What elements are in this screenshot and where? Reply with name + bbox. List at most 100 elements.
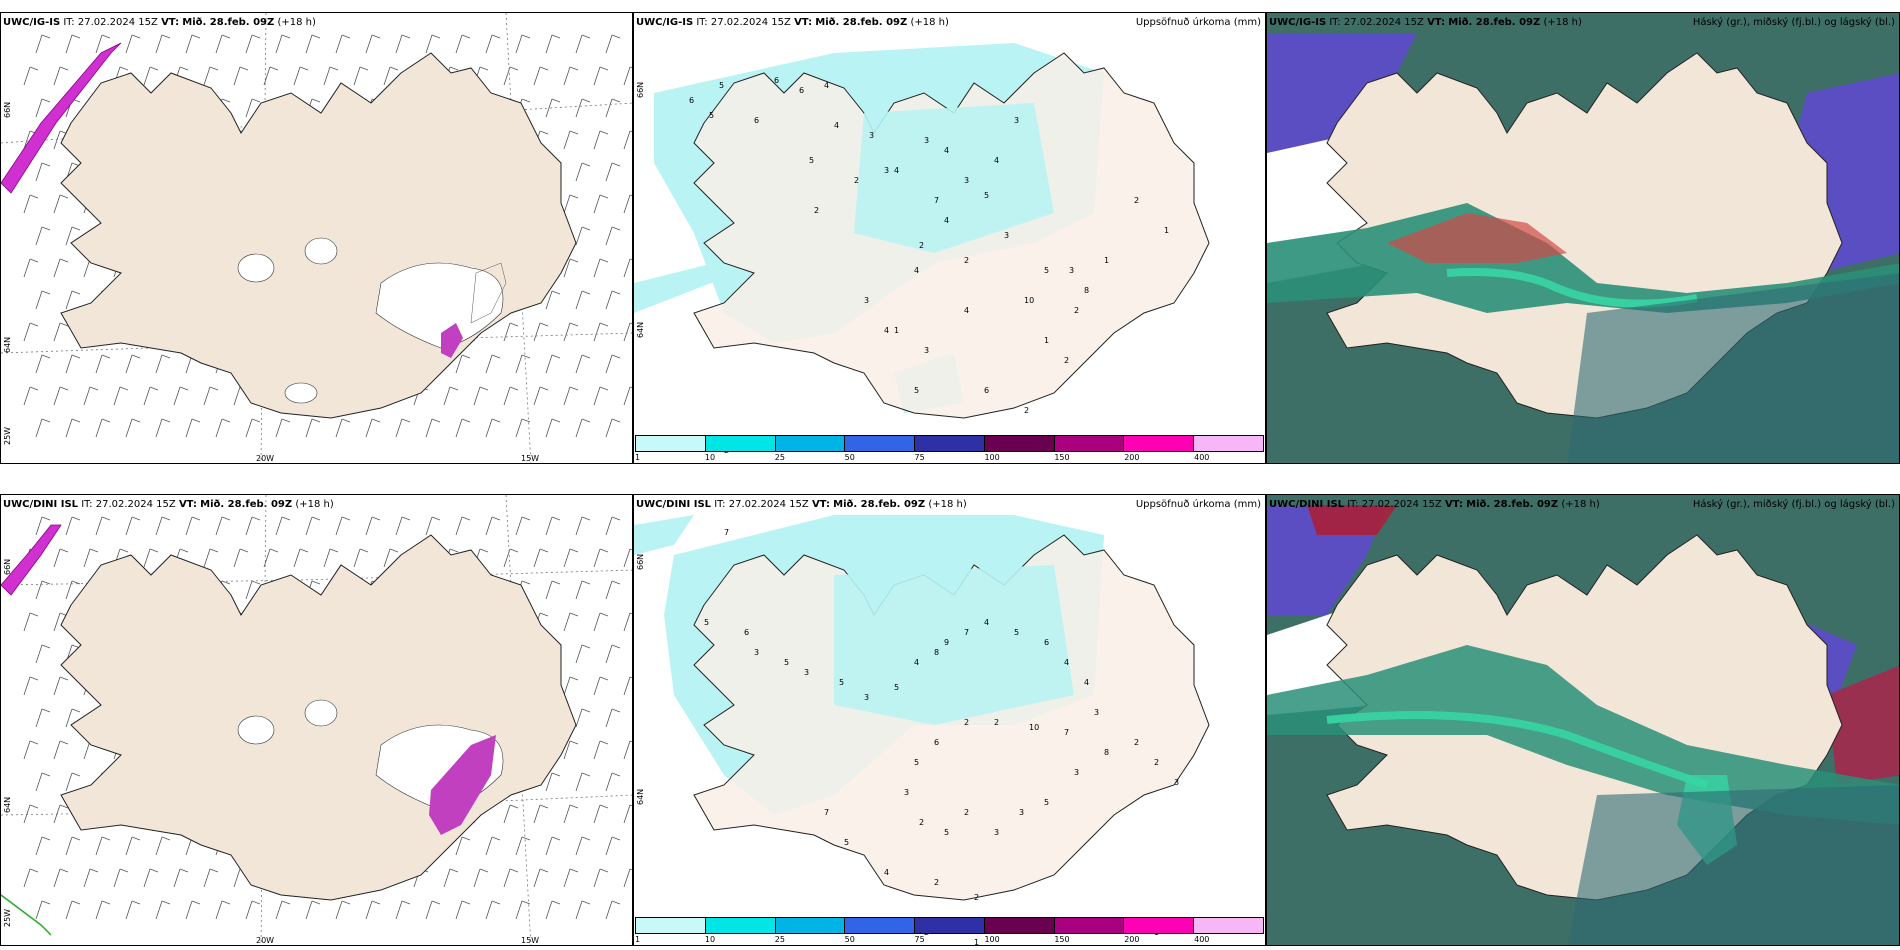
precip-value: 3 — [1014, 116, 1019, 125]
wind-barb — [623, 804, 631, 824]
wind-barb-tick — [59, 386, 69, 391]
wind-barb — [275, 900, 283, 920]
legend-swatch — [1124, 436, 1195, 451]
glacier-vatnajokull — [375, 262, 504, 349]
legend-colorbar — [635, 917, 1264, 934]
wind-barb-tick — [101, 354, 111, 359]
wind-barb-tick — [551, 418, 561, 423]
wind-barb-tick — [491, 34, 501, 39]
wind-barb — [605, 580, 613, 600]
precip-value: 4 — [1084, 678, 1089, 687]
wind-barb-tick — [509, 386, 519, 391]
wind-barb — [335, 900, 343, 920]
wind-barb-tick — [161, 900, 171, 905]
legend-swatch — [1124, 918, 1195, 933]
wind-barb — [533, 386, 541, 406]
wind-barb — [245, 516, 253, 536]
wind-barb-tick — [299, 548, 309, 553]
wind-barb — [35, 34, 43, 54]
wind-barb-tick — [581, 708, 591, 713]
vt-label: VT: — [794, 17, 813, 28]
wind-barb — [65, 900, 73, 920]
wind-barb-tick — [149, 548, 159, 553]
cloud-title: Háský (gr.), miðský (fj.bl.) og lágský (… — [1692, 17, 1895, 28]
wind-barb — [383, 548, 391, 568]
wind-barb-tick — [539, 66, 549, 71]
precip-value: 5 — [719, 81, 724, 90]
wind-barb — [503, 804, 511, 824]
wind-barb — [563, 868, 571, 888]
precip-value: 4 — [944, 146, 949, 155]
wind-barb — [215, 418, 223, 438]
wind-barb-tick — [41, 34, 51, 39]
wind-barb-tick — [251, 516, 261, 521]
lat-label-66: 66N — [3, 101, 12, 118]
wind-barb-tick — [299, 66, 309, 71]
wind-barb — [293, 548, 301, 568]
wind-barb — [545, 98, 553, 118]
wind-barb — [605, 516, 613, 536]
wind-barb — [605, 772, 613, 792]
wind-barb-tick — [449, 66, 459, 71]
precip-cell — [429, 735, 496, 835]
wind-barb-tick — [59, 740, 69, 745]
precip-value: 2 — [1134, 738, 1139, 747]
mid-cloud-northwest — [1307, 505, 1397, 535]
wind-barb — [395, 516, 403, 536]
model-name: UWC/IG-IS — [1269, 17, 1327, 28]
wind-barb-tick — [41, 580, 51, 585]
wind-barb-tick — [209, 548, 219, 553]
wind-barb-tick — [581, 98, 591, 103]
wind-barb — [23, 386, 31, 406]
wind-barb-tick — [629, 386, 632, 389]
precip-value: 4 — [1064, 658, 1069, 667]
wind-barb-tick — [29, 258, 39, 263]
wind-barb-tick — [611, 708, 621, 713]
wind-barb — [605, 162, 613, 182]
wind-barb-tick — [599, 548, 609, 553]
wind-barb — [605, 34, 613, 54]
precip-value: 6 — [754, 116, 759, 125]
wind-barb — [35, 580, 43, 600]
wind-barb — [203, 548, 211, 568]
precip-map-panel-row1: UWC/IG-IS IT: 27.02.2024 15Z VT: Mið. 28… — [633, 12, 1266, 464]
precip-value: 3 — [1004, 231, 1009, 240]
wind-barb-tick — [71, 418, 81, 423]
wind-barb-tick — [119, 386, 129, 391]
wind-barb-tick — [491, 516, 501, 521]
wind-barb-tick — [281, 900, 291, 905]
it-value: 27.02.2024 15Z — [1361, 499, 1442, 510]
wind-barb-tick — [161, 516, 171, 521]
wind-barb-tick — [539, 322, 549, 327]
wind-barb — [245, 580, 253, 600]
glacier-langjokull — [237, 715, 275, 745]
wind-barb — [245, 98, 253, 118]
vt-label: VT: — [178, 499, 197, 510]
wind-barb — [605, 900, 613, 920]
wind-barb — [533, 322, 541, 342]
iceland-landmass — [60, 52, 577, 419]
wind-barb-tick — [311, 34, 321, 39]
vt-value: Mið. 28.feb. 09Z — [182, 17, 275, 28]
legend-tick-label: 150 — [1054, 453, 1070, 462]
wind-barb-tick — [101, 836, 111, 841]
wind-barb-tick — [551, 516, 561, 521]
wind-barb-tick — [389, 548, 399, 553]
wind-barb-tick — [29, 612, 39, 617]
wind-barb-tick — [599, 66, 609, 71]
precip-value: 5 — [704, 618, 709, 627]
legend-swatch — [984, 918, 1055, 933]
wind-barb — [545, 354, 553, 374]
wind-barb-tick — [191, 418, 201, 423]
wind-barb — [623, 386, 631, 406]
vt-value: Mið. 28.feb. 09Z — [200, 499, 293, 510]
wind-barb-tick — [599, 194, 609, 199]
wind-barb — [23, 612, 31, 632]
wind-barb-tick — [551, 98, 561, 103]
wind-barb — [503, 66, 511, 86]
wind-barb-tick — [341, 34, 351, 39]
wind-barb — [23, 868, 31, 888]
wind-barb-tick — [371, 34, 381, 39]
precip-value: 5 — [944, 828, 949, 837]
legend-tick-label: 150 — [1054, 935, 1070, 944]
